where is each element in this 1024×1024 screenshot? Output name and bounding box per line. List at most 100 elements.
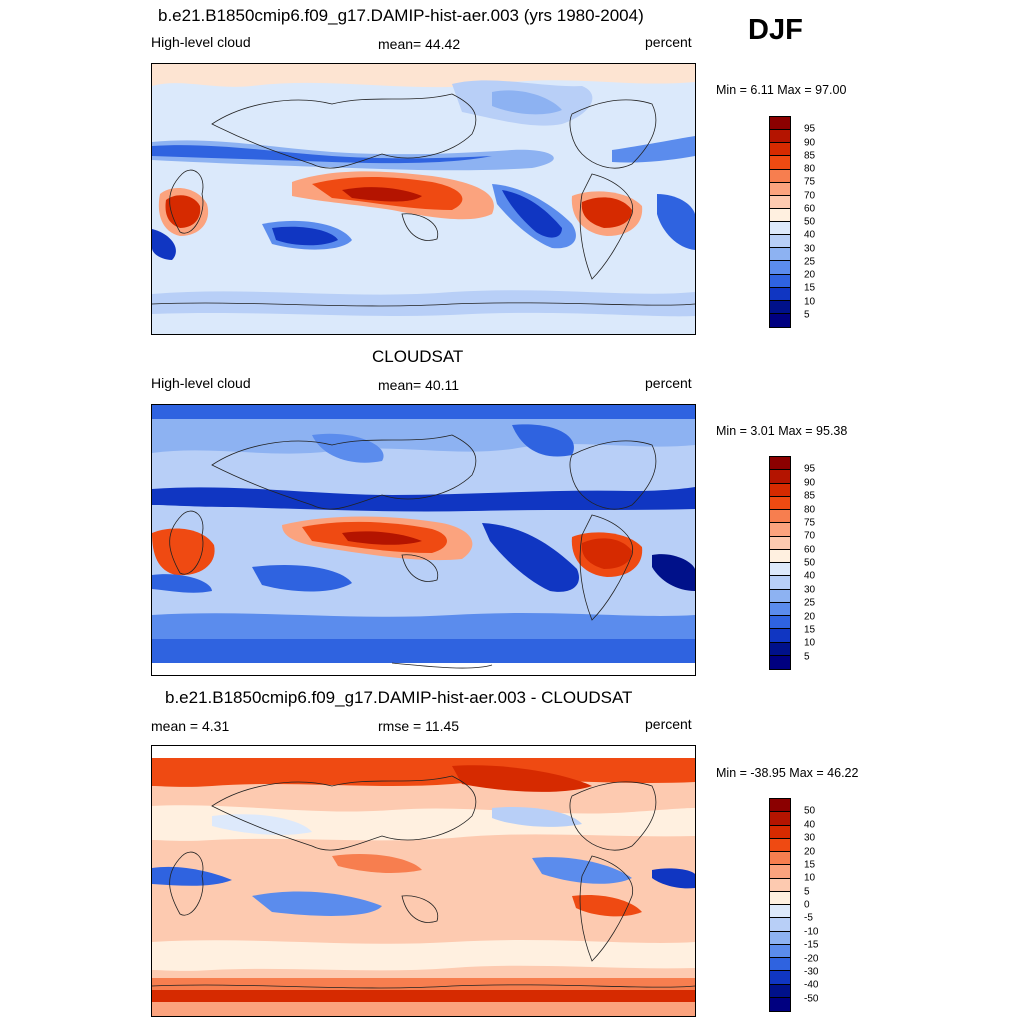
colorbar-tick-label: 25 — [804, 597, 816, 609]
colorbar-swatch — [770, 958, 790, 972]
colorbar-tick-label: 10 — [804, 872, 816, 884]
colorbar-swatch — [770, 931, 790, 945]
colorbar-tick-label: -50 — [804, 993, 819, 1005]
colorbar-swatch — [770, 812, 790, 826]
panel-title: b.e21.B1850cmip6.f09_g17.DAMIP-hist-aer.… — [158, 6, 644, 25]
colorbar-tick-label: 75 — [804, 517, 816, 529]
season-label: DJF — [748, 14, 803, 46]
colorbar-swatch — [770, 523, 790, 537]
variable-label: High-level cloud — [151, 375, 251, 391]
colorbar-swatch — [770, 838, 790, 852]
colorbar-tick-label: 10 — [804, 637, 816, 649]
colorbar-swatch — [770, 799, 790, 813]
colorbar-tick-label: 20 — [804, 846, 816, 857]
colorbar-tick-label: 60 — [804, 203, 816, 215]
colorbar-tick-label: 15 — [804, 859, 816, 871]
variable-label: High-level cloud — [151, 34, 251, 50]
panel-title: b.e21.B1850cmip6.f09_g17.DAMIP-hist-aer.… — [165, 688, 633, 707]
colorbar-swatch — [770, 616, 790, 630]
rmse-label: rmse = 11.45 — [378, 718, 460, 734]
colorbar-swatch — [770, 510, 790, 524]
colorbar-tick-label: 30 — [804, 584, 816, 596]
colorbar-swatch — [770, 195, 790, 209]
minmax-label: Min = -38.95 Max = 46.22 — [716, 766, 859, 780]
colorbar-swatch — [770, 536, 790, 550]
colorbar-swatch — [770, 496, 790, 510]
colorbar-tick-label: -30 — [804, 966, 819, 978]
colorbar-tick-label: 5 — [804, 886, 810, 898]
colorbar-swatch — [770, 944, 790, 958]
colorbar-swatch — [770, 287, 790, 301]
colorbar-tick-label: 50 — [804, 216, 816, 228]
colorbar-tick-label: 85 — [804, 490, 816, 502]
colorbar-tick-label: 40 — [804, 229, 816, 241]
colorbar-tick-label: 40 — [804, 819, 816, 831]
colorbar-tick-label: -15 — [804, 939, 819, 951]
map-diff — [151, 745, 696, 1017]
minmax-label: Min = 3.01 Max = 95.38 — [716, 424, 848, 438]
colorbar-swatch — [770, 865, 790, 879]
colorbar-tick-label: -10 — [804, 926, 819, 938]
mean-label: mean= 44.42 — [378, 36, 461, 52]
map-obs — [151, 404, 696, 676]
colorbar-tick-label: 95 — [804, 123, 816, 135]
colorbar-tick-label: -20 — [804, 953, 819, 964]
colorbar-swatch — [770, 642, 790, 656]
colorbar-swatch — [770, 261, 790, 275]
colorbar-tick-label: 85 — [804, 150, 816, 162]
colorbar-swatch — [770, 457, 790, 471]
units-label: percent — [645, 375, 692, 391]
colorbar-swatch — [770, 235, 790, 249]
colorbar-tick-label: 40 — [804, 570, 816, 582]
colorbar-tick-label: 50 — [804, 557, 816, 569]
colorbar-swatch — [770, 655, 790, 669]
colorbar-tick-label: -5 — [804, 912, 813, 924]
colorbar-swatch — [770, 825, 790, 839]
colorbar-tick-label: 90 — [804, 137, 816, 148]
units-label: percent — [645, 34, 692, 50]
mean-label: mean = 4.31 — [151, 718, 230, 734]
minmax-label: Min = 6.11 Max = 97.00 — [716, 83, 847, 97]
colorbar-swatch — [770, 576, 790, 590]
colorbar-tick-label: 95 — [804, 463, 816, 475]
colorbar-swatch — [770, 208, 790, 222]
units-label: percent — [645, 716, 692, 732]
colorbar-swatch — [770, 589, 790, 603]
colorbar-swatch — [770, 470, 790, 484]
colorbar-tick-label: 15 — [804, 624, 816, 636]
colorbar-tick-label: 10 — [804, 296, 816, 307]
colorbar-swatch — [770, 222, 790, 236]
colorbar-tick-label: 50 — [804, 805, 816, 817]
colorbar-tick-label: 75 — [804, 176, 816, 188]
colorbar-swatch — [770, 143, 790, 157]
map-model — [151, 63, 696, 335]
panel-title: CLOUDSAT — [372, 347, 464, 366]
colorbar-tick-label: 30 — [804, 832, 816, 844]
colorbar-swatch — [770, 984, 790, 998]
colorbar-swatch — [770, 117, 790, 131]
colorbar-swatch — [770, 602, 790, 616]
colorbar-swatch — [770, 248, 790, 262]
colorbar-tick-label: 70 — [804, 190, 816, 201]
colorbar-swatch — [770, 878, 790, 892]
colorbar-swatch — [770, 156, 790, 170]
colorbar-tick-label: 5 — [804, 651, 810, 663]
colorbar-swatch — [770, 483, 790, 497]
colorbar-swatch — [770, 563, 790, 577]
colorbar-swatch — [770, 274, 790, 288]
colorbar-tick-label: 80 — [804, 163, 816, 175]
colorbar-tick-label: 80 — [804, 504, 816, 515]
colorbar-swatch — [770, 629, 790, 643]
colorbar-tick-label: 20 — [804, 611, 816, 622]
colorbar-swatch — [770, 971, 790, 985]
colorbar-swatch — [770, 852, 790, 866]
colorbar-swatch — [770, 918, 790, 932]
colorbar-obs — [769, 456, 791, 670]
colorbar-tick-label: 60 — [804, 544, 816, 556]
colorbar-swatch — [770, 169, 790, 183]
colorbar-tick-label: 20 — [804, 269, 816, 281]
colorbar-swatch — [770, 313, 790, 327]
colorbar-tick-label: 5 — [804, 309, 810, 321]
colorbar-swatch — [770, 997, 790, 1011]
colorbar-diff — [769, 798, 791, 1012]
